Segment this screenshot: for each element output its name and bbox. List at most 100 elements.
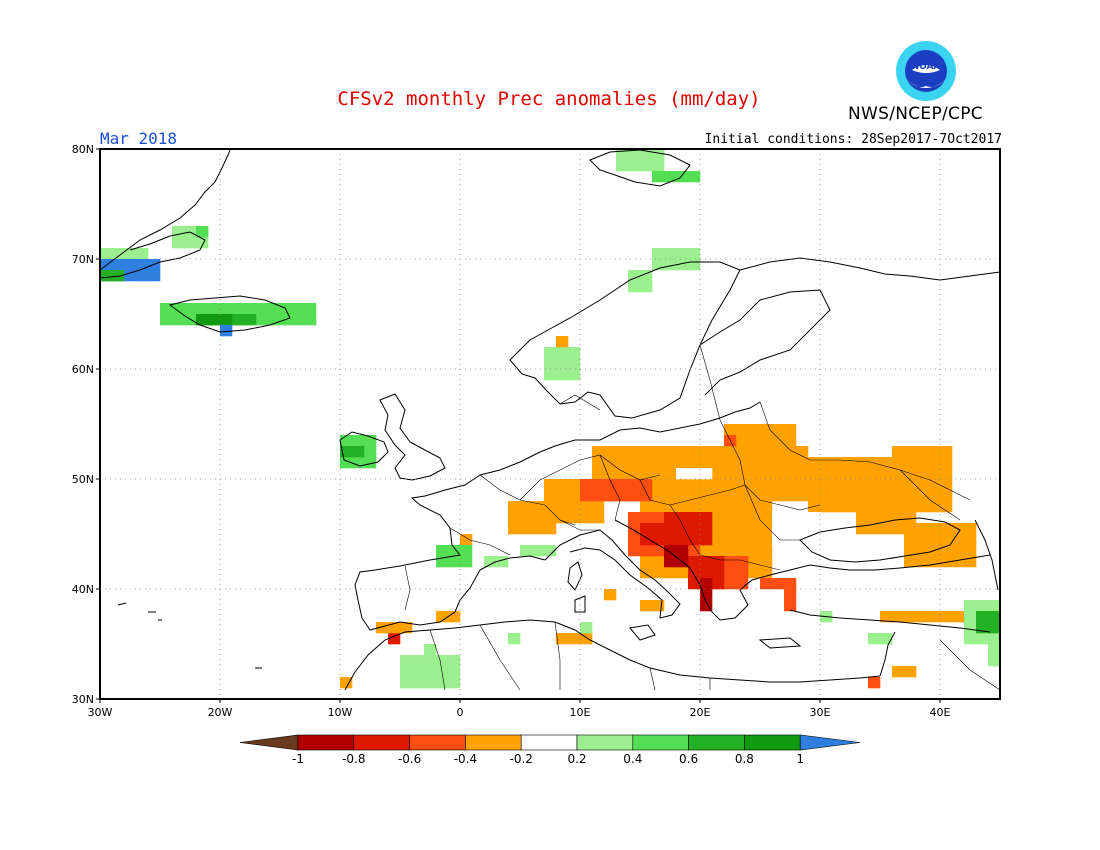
anomaly-cell (556, 479, 569, 491)
anomaly-cell (772, 490, 785, 502)
anomaly-cell (868, 468, 881, 480)
anomaly-cell (640, 149, 653, 161)
anomaly-cell (868, 677, 881, 689)
anomaly-cell (196, 237, 209, 249)
anomaly-cell (736, 457, 749, 469)
anomaly-cell (532, 512, 545, 524)
anomaly-cell (772, 578, 785, 590)
anomaly-cell (544, 545, 557, 557)
anomaly-cell (712, 501, 725, 513)
anomaly-cell (868, 457, 881, 469)
anomaly-cell (760, 523, 773, 535)
anomaly-cell (628, 545, 641, 557)
anomaly-cell (784, 534, 797, 546)
anomaly-cell (604, 468, 617, 480)
forecast-month: Mar 2018 (100, 129, 178, 148)
anomaly-cell (928, 523, 941, 535)
anomaly-cell (700, 534, 713, 546)
anomaly-cell (664, 468, 677, 480)
anomaly-cell (232, 303, 245, 315)
anomaly-cell (628, 281, 641, 293)
anomaly-cell (808, 534, 821, 546)
anomaly-cells (100, 149, 1001, 689)
anomaly-cell (700, 446, 713, 458)
anomaly-cell (760, 424, 773, 436)
anomaly-cell (748, 556, 761, 568)
anomaly-cell (640, 534, 653, 546)
anomaly-cell (760, 534, 773, 546)
legend-swatch (297, 734, 355, 751)
legend-label: 1 (796, 752, 804, 766)
anomaly-cell (928, 457, 941, 469)
anomaly-cell (568, 347, 581, 359)
anomaly-cell (652, 501, 665, 513)
anomaly-cell (760, 446, 773, 458)
anomaly-cell (664, 512, 677, 524)
anomaly-cell (256, 314, 269, 326)
anomaly-cell (424, 644, 437, 656)
agency-label: NWS/NCEP/CPC (848, 104, 983, 124)
anomaly-cell (796, 512, 809, 524)
anomaly-cell (916, 501, 929, 513)
anomaly-cell (712, 578, 725, 590)
anomaly-cell (652, 479, 665, 491)
anomaly-cell (136, 270, 149, 282)
anomaly-cell (988, 622, 1001, 634)
anomaly-cell (544, 501, 557, 513)
anomaly-cell (580, 633, 593, 645)
latitude-labels: 80N 70N 60N 50N 40N 30N (72, 143, 100, 706)
anomaly-cell (820, 490, 833, 502)
anomaly-cell (604, 589, 617, 601)
anomaly-cell (652, 171, 665, 183)
anomaly-cell (952, 534, 965, 546)
anomaly-cell (568, 501, 581, 513)
anomaly-cell (712, 523, 725, 535)
legend-swatch (353, 734, 410, 751)
anomaly-cell (940, 446, 953, 458)
anomaly-cell (556, 347, 569, 359)
anomaly-cell (940, 545, 953, 557)
anomaly-cell (640, 523, 653, 535)
lon-label: 30E (810, 706, 831, 719)
anomaly-cell (688, 567, 701, 579)
graticule (100, 149, 1000, 699)
anomaly-cell (820, 479, 833, 491)
anomaly-cell (196, 303, 209, 315)
anomaly-cell (736, 578, 749, 590)
anomaly-cell (796, 446, 809, 458)
legend-swatch (409, 734, 466, 751)
anomaly-cell (976, 611, 989, 623)
anomaly-cell (940, 501, 953, 513)
anomaly-cell (592, 468, 605, 480)
anomaly-cell (688, 457, 701, 469)
anomaly-cell (772, 424, 785, 436)
anomaly-cell (616, 479, 629, 491)
legend-label: -0.8 (342, 752, 365, 766)
anomaly-cell (892, 666, 905, 678)
anomaly-cell (532, 545, 545, 557)
legend-arrow-max (799, 734, 861, 751)
anomaly-cell (580, 622, 593, 634)
anomaly-cell (736, 523, 749, 535)
anomaly-cell (508, 633, 521, 645)
anomaly-cell (832, 490, 845, 502)
anomaly-cell (880, 468, 893, 480)
map-title: CFSv2 monthly Prec anomalies (mm/day) (337, 88, 761, 110)
anomaly-cell (640, 600, 653, 612)
anomaly-cell (700, 479, 713, 491)
anomaly-cell (340, 457, 353, 469)
anomaly-cell (904, 534, 917, 546)
anomaly-cell (700, 490, 713, 502)
anomaly-cell (916, 479, 929, 491)
anomaly-cell (760, 512, 773, 524)
anomaly-cell (772, 446, 785, 458)
anomaly-cell (652, 468, 665, 480)
anomaly-cell (460, 545, 473, 557)
anomaly-cell (640, 160, 653, 172)
anomaly-cell (664, 479, 677, 491)
anomaly-cell (904, 479, 917, 491)
anomaly-cell (652, 446, 665, 458)
anomaly-cell (724, 457, 737, 469)
anomaly-cell (940, 534, 953, 546)
anomaly-cell (556, 512, 569, 524)
